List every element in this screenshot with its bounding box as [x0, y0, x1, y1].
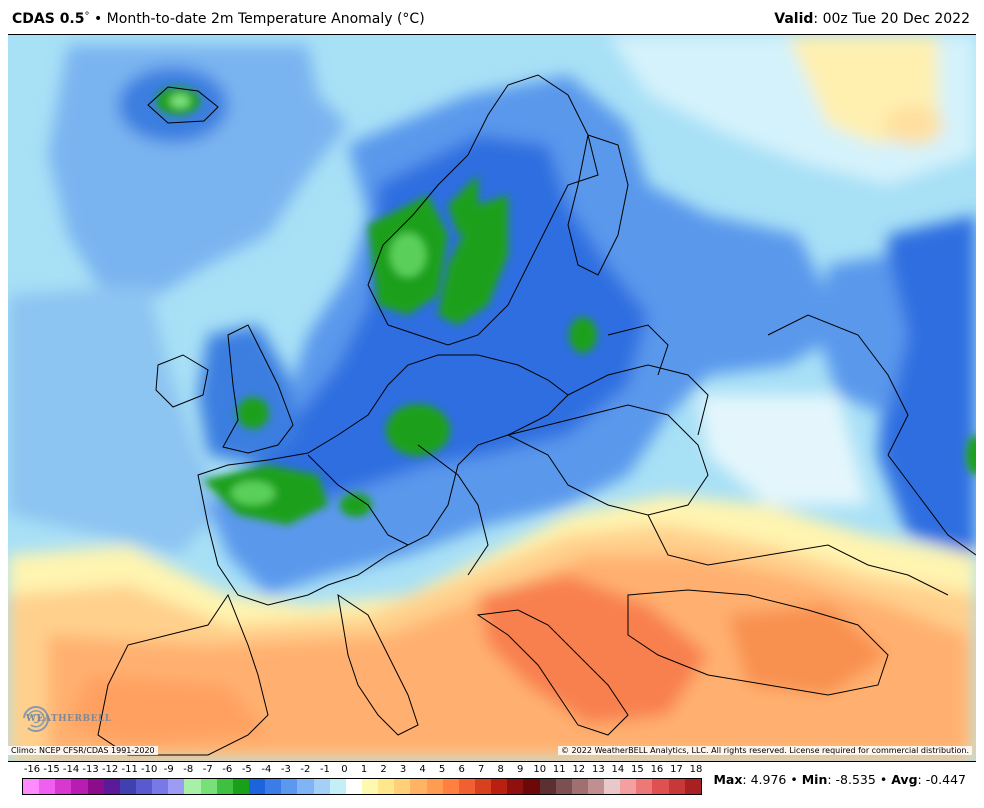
colorbar-tick-label: 0 [341, 764, 348, 775]
colorbar-swatch [103, 779, 120, 794]
colorbar-swatch [426, 779, 443, 794]
colorbar-swatch [684, 779, 701, 794]
min-value: : -8.535 [827, 772, 876, 787]
colorbar-swatch [297, 779, 314, 794]
colorbar-tick-label: -2 [300, 764, 311, 775]
colorbar-tick-label: -13 [82, 764, 99, 775]
colorbar-swatch [394, 779, 411, 794]
colorbar-swatch [571, 779, 588, 794]
colorbar-tick-label: 9 [517, 764, 524, 775]
colorbar-swatch [265, 779, 282, 794]
colorbar-tick-label: 4 [419, 764, 426, 775]
colorbar-swatch [587, 779, 605, 794]
colorbar-swatch [184, 779, 201, 794]
colorbar-tick-label: -10 [141, 764, 158, 775]
map-title: CDAS 0.5° • Month-to-date 2m Temperature… [12, 11, 425, 27]
colorbar-tick-label: -6 [222, 764, 233, 775]
colorbar-tick-label: -8 [183, 764, 194, 775]
green-anomaly-cores [156, 87, 976, 525]
colorbar-swatch [636, 779, 653, 794]
colorbar-swatch [152, 779, 169, 794]
colorbar-tick-label: 6 [458, 764, 465, 775]
colorbar-swatch [604, 779, 621, 794]
colorbar-tick-label: -16 [23, 764, 41, 775]
colorbar-tick-label: -11 [121, 764, 138, 775]
colorbar-swatch [458, 779, 475, 794]
weatherbell-logo [23, 706, 49, 733]
colorbar-tick-label: -15 [43, 764, 60, 775]
colorbar-swatch [523, 779, 540, 794]
colorbar-tick-label: 8 [497, 764, 504, 775]
climo-note: Climo: NCEP CFSR/CDAS 1991-2020 [8, 746, 158, 755]
colorbar-swatch [313, 779, 330, 794]
colorbar-swatch [620, 779, 637, 794]
colorbar-tick-label: -12 [101, 764, 119, 775]
colorbar-tick-label: -7 [202, 764, 213, 775]
colorbar-tick-label: 2 [380, 764, 387, 775]
map-canvas [8, 35, 976, 761]
avg-value: : -0.447 [917, 772, 966, 787]
colorbar-tick-label: 15 [631, 764, 644, 775]
colorbar-swatch [378, 779, 395, 794]
copyright-note: © 2022 WeatherBELL Analytics, LLC. All r… [558, 746, 972, 755]
colorbar-tick-label: -4 [261, 764, 272, 775]
colorbar-swatch [410, 779, 427, 794]
colorbar-swatch [135, 779, 153, 794]
colorbar-tick-label: -5 [241, 764, 252, 775]
logo-text: WEATHERBELL [26, 714, 112, 724]
colorbar-tick-label: 13 [591, 764, 605, 775]
colorbar-tick-label: 12 [572, 764, 586, 775]
colorbar-labels: -16 -15 -14 -13 -12 -11 -10 -9 -8 -7 -6 -5 -4 -3 -2 -1 0… [22, 764, 712, 778]
colorbar-swatch [539, 779, 556, 794]
colorbar-tick-label: -14 [62, 764, 80, 775]
colorbar-tick-label: 18 [689, 764, 703, 775]
colorbar-swatch [200, 779, 217, 794]
colorbar-tick-label: 10 [533, 764, 547, 775]
colorbar-tick-label: 5 [438, 764, 446, 775]
header: CDAS 0.5° • Month-to-date 2m Temperature… [0, 0, 984, 34]
colorbar-swatch [668, 779, 685, 794]
product-title: Month-to-date 2m Temperature Anomaly (°C… [106, 11, 425, 27]
model-name: CDAS 0.5 [12, 11, 85, 27]
valid-time: Valid: 00z Tue 20 Dec 2022 [774, 11, 970, 27]
colorbar-tick-label: -9 [163, 764, 174, 775]
colorbar-swatch [248, 779, 266, 794]
colorbar [22, 778, 702, 795]
colorbar-swatch [281, 779, 298, 794]
colorbar-swatch [39, 779, 56, 794]
colorbar-swatch [507, 779, 524, 794]
colorbar-swatch [71, 779, 88, 794]
colorbar-tick-label: 3 [399, 764, 407, 775]
anomaly-field [8, 35, 976, 761]
colorbar-swatch [119, 779, 136, 794]
colorbar-swatch [329, 779, 346, 794]
colorbar-tick-label: -3 [280, 764, 291, 775]
colorbar-swatch [216, 779, 233, 794]
colorbar-swatch [87, 779, 104, 794]
anomaly-map [8, 34, 976, 762]
max-value: : 4.976 [742, 772, 787, 787]
colorbar-swatch [491, 779, 508, 794]
colorbar-swatch [555, 779, 572, 794]
stats-summary: Max: 4.976 • Min: -8.535 • Avg: -0.447 [713, 772, 966, 787]
colorbar-swatch [442, 779, 459, 794]
colorbar-swatch [652, 779, 669, 794]
colorbar-tick-label: 7 [477, 764, 485, 775]
colorbar-swatch [474, 779, 492, 794]
colorbar-swatch [345, 779, 362, 794]
colorbar-tick-label: 16 [650, 764, 664, 775]
colorbar-swatch [361, 779, 379, 794]
colorbar-tick-label: 11 [552, 764, 566, 775]
colorbar-tick-label: 14 [611, 764, 625, 775]
colorbar-swatch [232, 779, 249, 794]
colorbar-tick-label: 17 [670, 764, 683, 775]
colorbar-swatch [168, 779, 185, 794]
colorbar-swatch [23, 779, 40, 794]
colorbar-swatch [55, 779, 72, 794]
colorbar-tick-label: -1 [319, 764, 330, 775]
coastlines [97, 74, 976, 756]
colorbar-tick-label: 1 [360, 764, 368, 775]
